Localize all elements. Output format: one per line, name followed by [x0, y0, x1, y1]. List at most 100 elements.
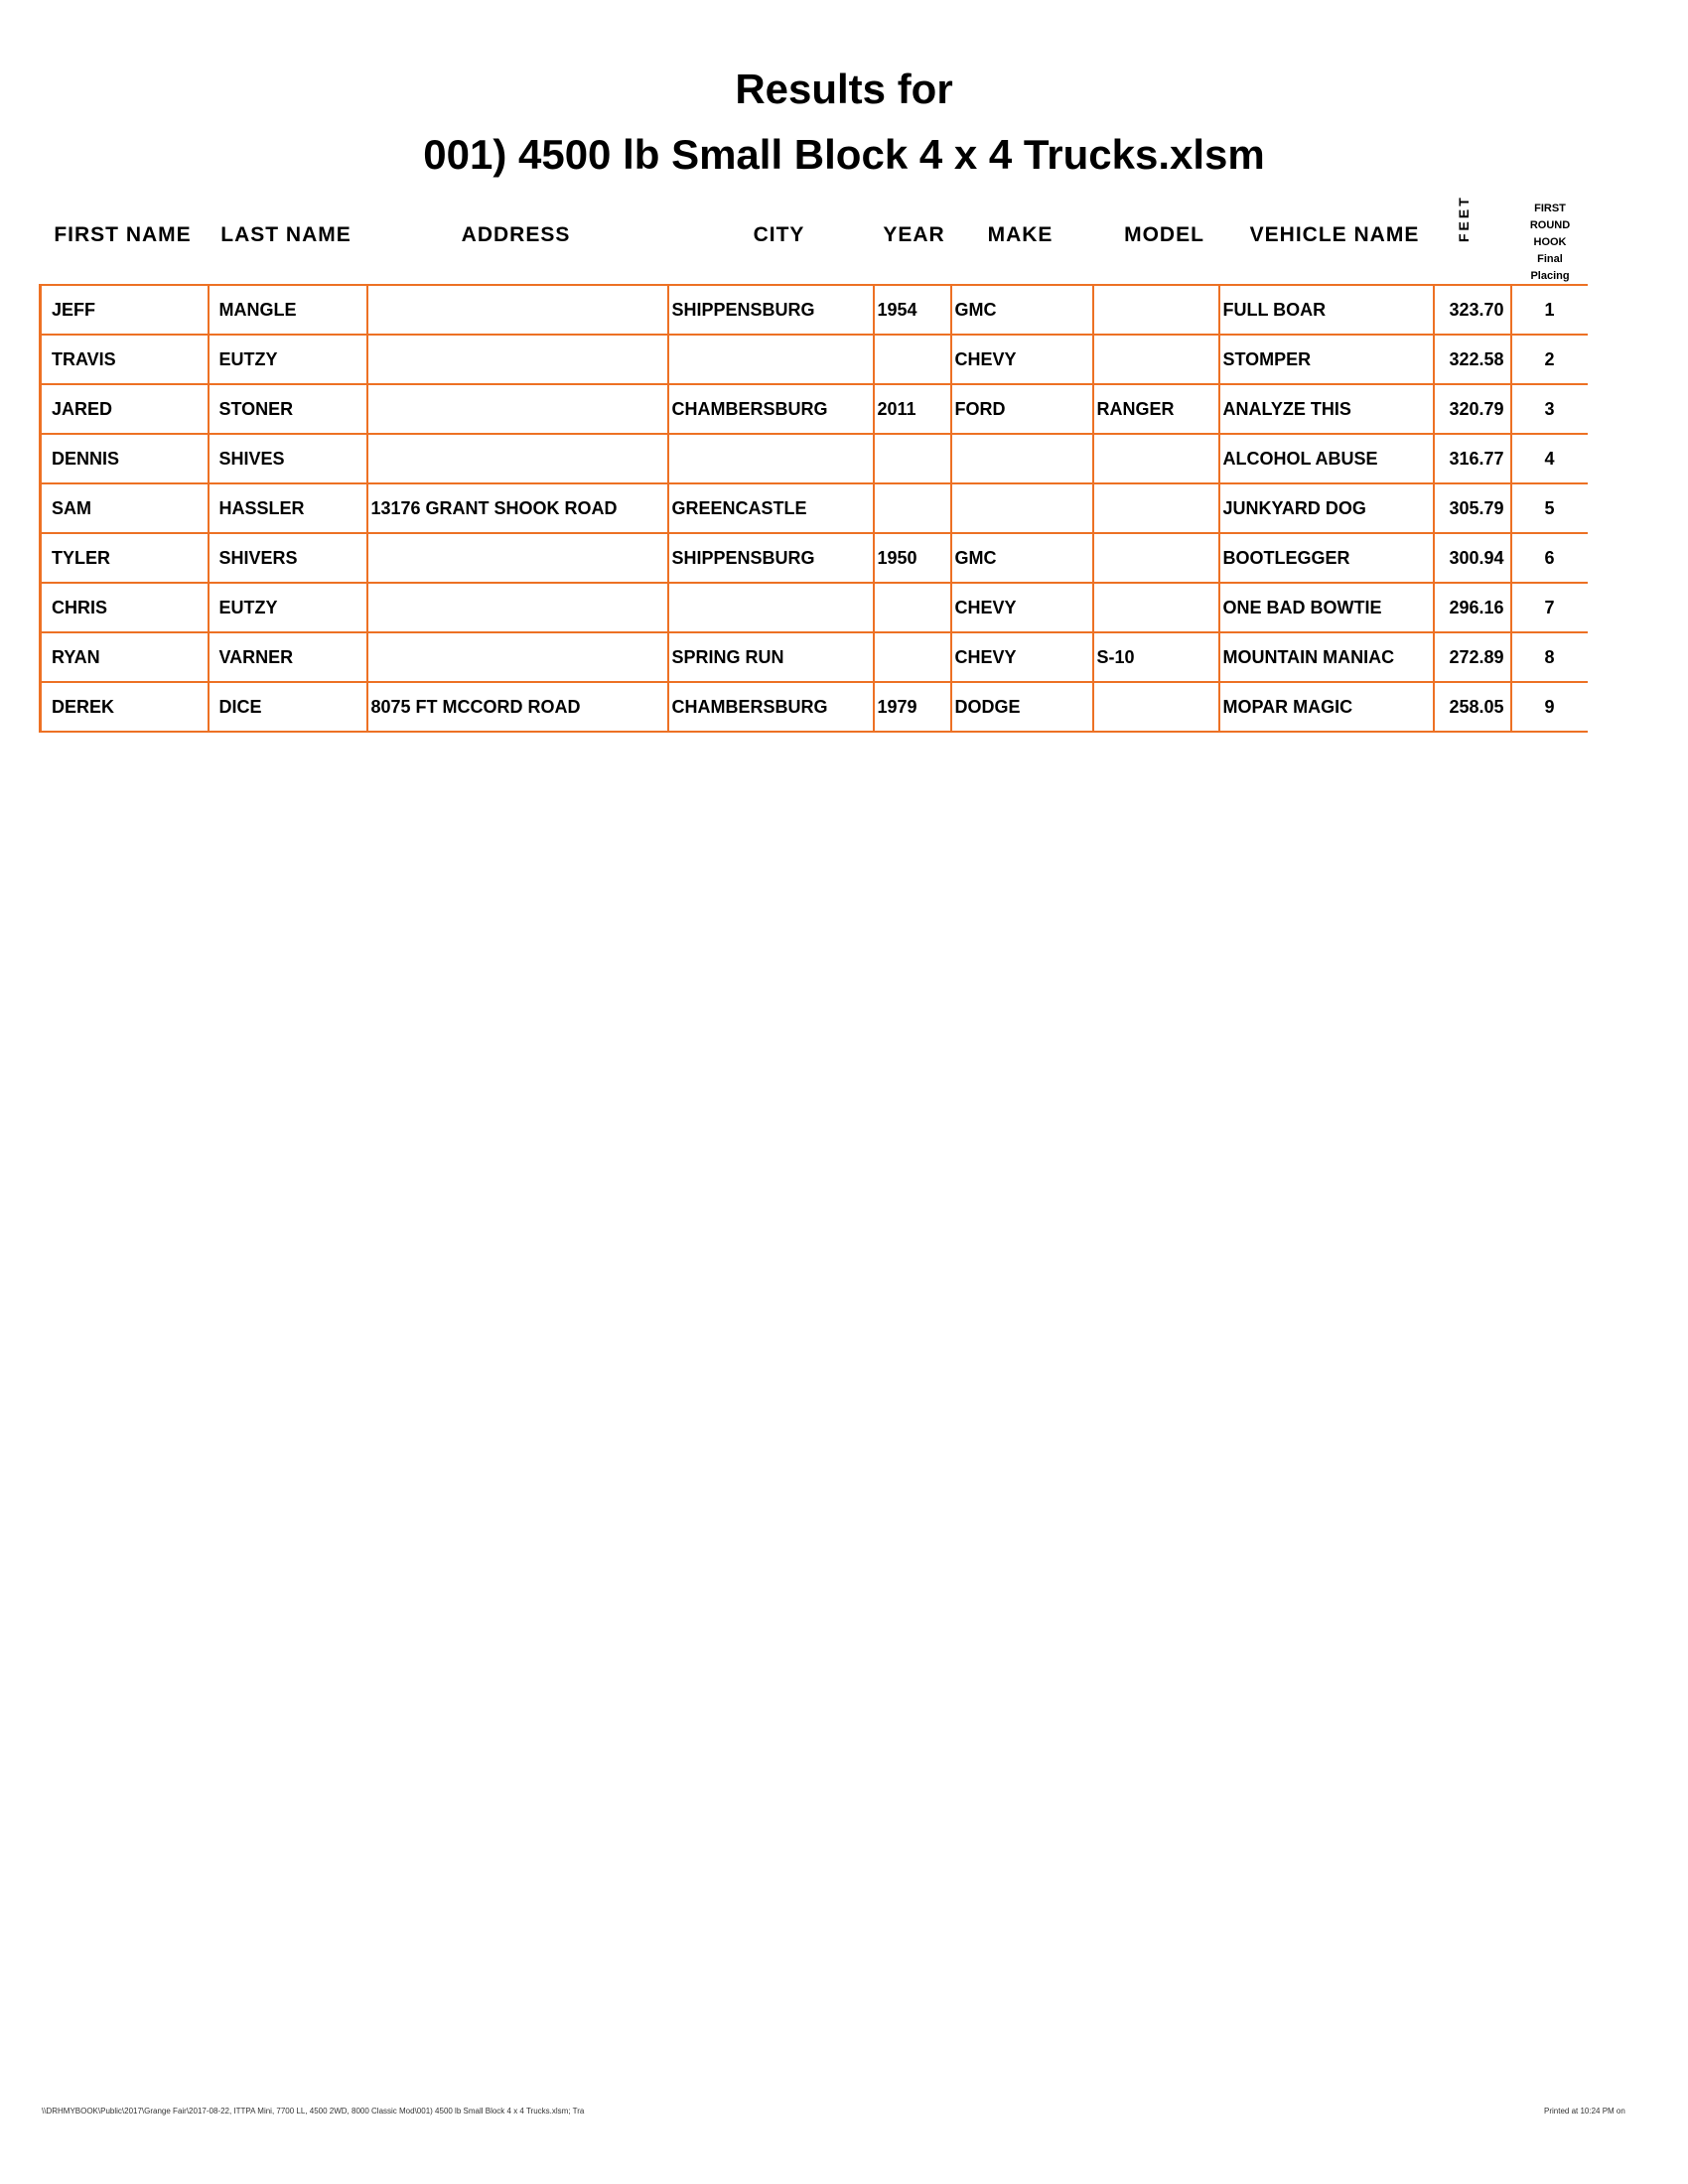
cell-feet: 305.79	[1432, 482, 1512, 534]
cell-model	[1091, 482, 1220, 534]
header-year: YEAR	[883, 223, 945, 246]
cell-city: SHIPPENSBURG	[666, 532, 875, 584]
header-first-name: FIRST NAME	[54, 223, 192, 246]
cell-placing: 7	[1509, 582, 1588, 633]
cell-city	[666, 334, 875, 385]
cell-year	[872, 433, 952, 484]
cell-model	[1091, 582, 1220, 633]
cell-year	[872, 482, 952, 534]
cell-make: CHEVY	[949, 631, 1094, 683]
placing-label-1: FIRST	[1534, 203, 1566, 214]
cell-first-name: TRAVIS	[39, 334, 210, 385]
title-line-2: 001) 4500 lb Small Block 4 x 4 Trucks.xl…	[423, 131, 1265, 178]
footer-file-path: \\DRHMYBOOK\Public\2017\Grange Fair\2017…	[42, 2107, 585, 2116]
cell-placing: 9	[1509, 681, 1588, 733]
cell-model: RANGER	[1091, 383, 1220, 435]
cell-last-name: EUTZY	[207, 334, 368, 385]
cell-feet: 258.05	[1432, 681, 1512, 733]
cell-make	[949, 433, 1094, 484]
cell-vehicle-name: MOUNTAIN MANIAC	[1217, 631, 1435, 683]
placing-label-4: Final	[1537, 253, 1563, 265]
cell-feet: 320.79	[1432, 383, 1512, 435]
cell-vehicle-name: MOPAR MAGIC	[1217, 681, 1435, 733]
cell-vehicle-name: STOMPER	[1217, 334, 1435, 385]
cell-city	[666, 582, 875, 633]
cell-address	[365, 532, 669, 584]
cell-year: 1954	[872, 284, 952, 336]
cell-vehicle-name: ALCOHOL ABUSE	[1217, 433, 1435, 484]
cell-year: 1979	[872, 681, 952, 733]
cell-address	[365, 383, 669, 435]
cell-first-name: SAM	[39, 482, 210, 534]
cell-last-name: VARNER	[207, 631, 368, 683]
header-placing: FIRST ROUND HOOK Final Placing	[1515, 201, 1585, 285]
cell-last-name: MANGLE	[207, 284, 368, 336]
results-table: JEFF MANGLE SHIPPENSBURG 1954 GMC FULL BOAR 32…	[39, 284, 1588, 733]
table-row: JEFF MANGLE SHIPPENSBURG 1954 GMC FULL BOAR 32…	[39, 284, 1588, 336]
cell-city: SPRING RUN	[666, 631, 875, 683]
table-row: TYLER SHIVERS SHIPPENSBURG 1950 GMC BOOTLEGGE…	[39, 532, 1588, 584]
cell-first-name: TYLER	[39, 532, 210, 584]
table-row: DEREK DICE 8075 FT MCCORD ROAD CHAMBERSBURG…	[39, 681, 1588, 733]
cell-model	[1091, 433, 1220, 484]
cell-make: CHEVY	[949, 582, 1094, 633]
cell-make	[949, 482, 1094, 534]
cell-first-name: RYAN	[39, 631, 210, 683]
cell-feet: 316.77	[1432, 433, 1512, 484]
cell-last-name: SHIVES	[207, 433, 368, 484]
header-last-name: LAST NAME	[220, 223, 352, 246]
cell-address	[365, 284, 669, 336]
table-row: JARED STONER CHAMBERSBURG 2011 FORD RANGER ANA…	[39, 383, 1588, 435]
table-row: DENNIS SHIVES ALCOHOL ABUSE 316.77 4	[39, 433, 1588, 484]
table-row: CHRIS EUTZY CHEVY ONE BAD BOWTIE 296.16 7	[39, 582, 1588, 633]
cell-placing: 6	[1509, 532, 1588, 584]
placing-label-2: ROUND	[1529, 219, 1571, 231]
cell-address	[365, 433, 669, 484]
header-city: CITY	[753, 223, 805, 246]
placing-label-5: Placing	[1530, 270, 1570, 282]
cell-first-name: CHRIS	[39, 582, 210, 633]
header-make: MAKE	[987, 223, 1054, 246]
cell-make: GMC	[949, 284, 1094, 336]
cell-feet: 323.70	[1432, 284, 1512, 336]
cell-address: 13176 GRANT SHOOK ROAD	[365, 482, 669, 534]
header-address: ADDRESS	[461, 223, 571, 246]
cell-city	[666, 433, 875, 484]
cell-vehicle-name: FULL BOAR	[1217, 284, 1435, 336]
header-model: MODEL	[1124, 223, 1204, 246]
cell-model	[1091, 532, 1220, 584]
cell-last-name: EUTZY	[207, 582, 368, 633]
cell-placing: 4	[1509, 433, 1588, 484]
cell-placing: 2	[1509, 334, 1588, 385]
cell-year	[872, 582, 952, 633]
header-feet: FEET	[1456, 195, 1472, 242]
cell-year: 1950	[872, 532, 952, 584]
table-row: TRAVIS EUTZY CHEVY STOMPER 322.58 2	[39, 334, 1588, 385]
cell-address: 8075 FT MCCORD ROAD	[365, 681, 669, 733]
cell-make: FORD	[949, 383, 1094, 435]
cell-vehicle-name: ONE BAD BOWTIE	[1217, 582, 1435, 633]
cell-year	[872, 334, 952, 385]
cell-address	[365, 334, 669, 385]
placing-label-3: HOOK	[1533, 236, 1567, 248]
title-line-1: Results for	[735, 66, 953, 112]
cell-last-name: HASSLER	[207, 482, 368, 534]
cell-placing: 3	[1509, 383, 1588, 435]
cell-feet: 300.94	[1432, 532, 1512, 584]
cell-feet: 296.16	[1432, 582, 1512, 633]
cell-vehicle-name: BOOTLEGGER	[1217, 532, 1435, 584]
cell-last-name: SHIVERS	[207, 532, 368, 584]
cell-make: CHEVY	[949, 334, 1094, 385]
cell-placing: 5	[1509, 482, 1588, 534]
cell-city: CHAMBERSBURG	[666, 681, 875, 733]
cell-placing: 1	[1509, 284, 1588, 336]
table-row: RYAN VARNER SPRING RUN CHEVY S-10 MOUNTAIN MA…	[39, 631, 1588, 683]
cell-last-name: STONER	[207, 383, 368, 435]
cell-city: GREENCASTLE	[666, 482, 875, 534]
cell-last-name: DICE	[207, 681, 368, 733]
cell-model	[1091, 334, 1220, 385]
cell-model	[1091, 284, 1220, 336]
cell-feet: 272.89	[1432, 631, 1512, 683]
cell-vehicle-name: ANALYZE THIS	[1217, 383, 1435, 435]
